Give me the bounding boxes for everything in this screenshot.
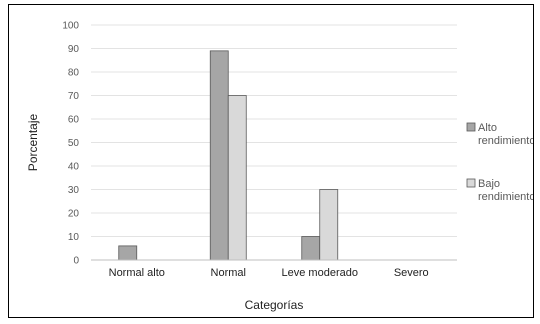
gridlines — [91, 24, 457, 237]
y-tick-label: 40 — [68, 162, 80, 173]
legend-label: rendimiento — [478, 191, 533, 203]
legend-swatch — [466, 122, 476, 132]
x-category-label: Normal — [211, 267, 246, 279]
x-axis-title: Categorías — [245, 298, 304, 312]
x-category-label: Normal alto — [109, 267, 165, 279]
y-tick-label: 100 — [62, 21, 79, 32]
legend-label: Bajo — [478, 178, 500, 190]
bar-alto-normal-alto — [118, 245, 138, 261]
x-axis-categories: Normal alto Normal Leve moderado Severo — [109, 267, 429, 279]
y-tick-label: 70 — [68, 91, 80, 102]
x-category-label: Leve moderado — [282, 267, 358, 279]
x-category-label: Severo — [394, 267, 429, 279]
y-tick-label: 50 — [68, 138, 80, 149]
y-tick-label: 60 — [68, 115, 80, 126]
legend-label: rendimiento — [478, 135, 533, 147]
bar-alto-leve-moderado — [301, 236, 321, 261]
bar-bajo-leve-moderado — [319, 189, 339, 261]
y-axis-ticks: 0 10 20 30 40 50 60 70 80 90 100 — [62, 21, 79, 267]
chart-frame: 0 10 20 30 40 50 60 70 80 90 100 Normal alto Normal… — [8, 4, 534, 318]
legend-swatch — [466, 178, 476, 188]
y-tick-label: 30 — [68, 185, 80, 196]
bars — [118, 50, 339, 261]
legend-label: Alto — [478, 122, 497, 134]
bar-alto-normal — [209, 50, 229, 261]
y-axis-title: Porcentaje — [26, 113, 40, 171]
y-tick-label: 90 — [68, 44, 80, 55]
y-tick-label: 80 — [68, 68, 80, 79]
bar-bajo-normal — [227, 95, 247, 261]
y-tick-label: 0 — [73, 256, 79, 267]
y-tick-label: 10 — [68, 232, 80, 243]
y-tick-label: 20 — [68, 209, 80, 220]
